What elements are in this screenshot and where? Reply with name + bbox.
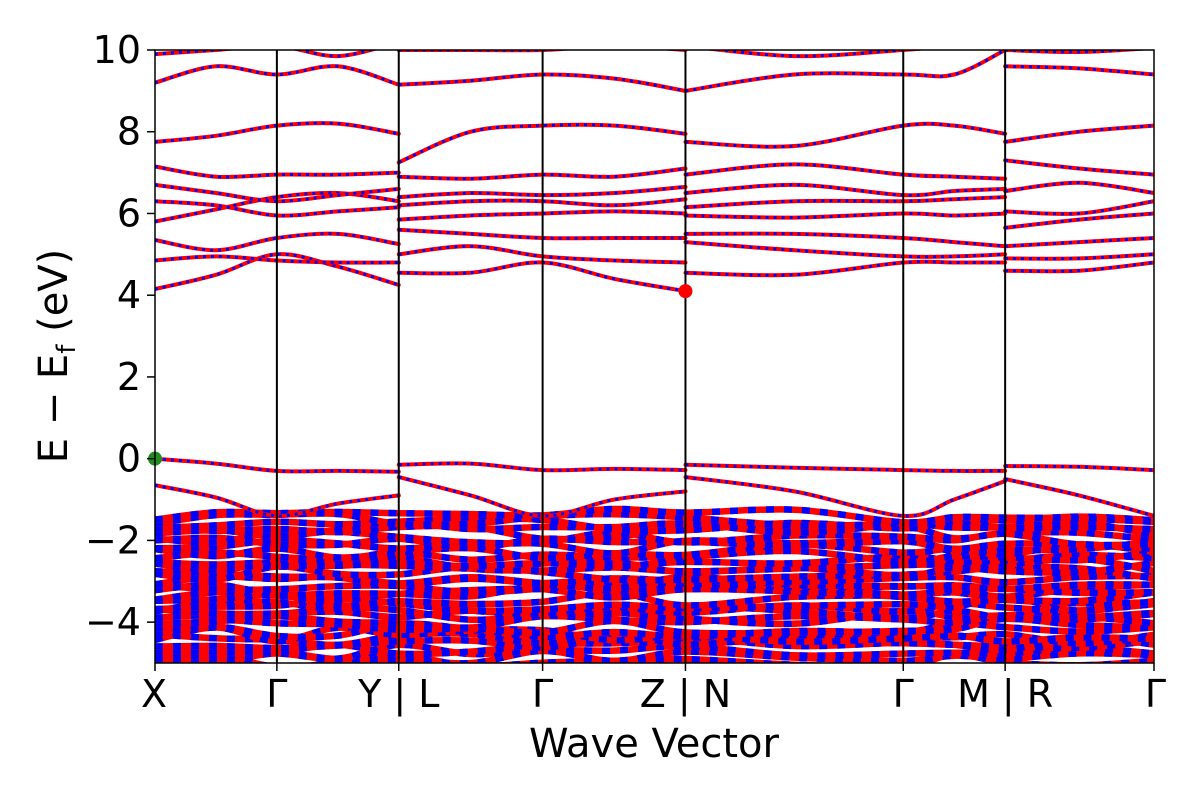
y-axis-title: E − Ef (eV) <box>31 249 82 464</box>
dense-valence-bands <box>155 505 1154 663</box>
kpoint-label: Γ <box>893 672 914 716</box>
band-line-down <box>155 183 399 203</box>
band-line-down <box>155 191 400 224</box>
band-line-down <box>685 195 1006 209</box>
y-tick-label: 4 <box>117 273 141 317</box>
y-axis-title-subscript: f <box>52 344 82 354</box>
band-line-down <box>1005 236 1154 248</box>
valence-band-down <box>155 536 1154 557</box>
y-tick-label: 0 <box>117 437 141 481</box>
y-tick-label: −2 <box>85 518 141 562</box>
y-tick-label: 10 <box>93 28 141 72</box>
band-line-down <box>685 463 1006 473</box>
y-tick-label: −4 <box>85 600 141 644</box>
valence-band-down <box>155 611 1154 631</box>
valence-band-up <box>155 534 1154 553</box>
valence-band-down <box>155 551 1154 570</box>
valence-band-down <box>155 519 1154 539</box>
kpoint-label: Z | N <box>640 672 731 717</box>
valence-band-down <box>155 547 1154 566</box>
band-line-down <box>155 232 400 252</box>
y-tick-label: 8 <box>117 110 141 154</box>
plot-frame <box>154 49 1155 664</box>
band-line-down <box>1005 261 1154 273</box>
band-line-down <box>1004 158 1154 177</box>
band-line-down <box>685 162 1006 181</box>
valence-band-down <box>155 522 1154 543</box>
valence-band-down <box>155 602 1154 624</box>
x-axis-title: Wave Vector <box>529 721 780 767</box>
band-line-down <box>155 121 400 144</box>
valence-band-up <box>155 620 1154 641</box>
band-line-down <box>1005 64 1154 76</box>
band-line-down <box>685 232 1006 248</box>
band-line-down <box>685 122 1006 149</box>
valence-band-down <box>155 515 1154 535</box>
band-line-down <box>1004 181 1154 195</box>
band-line-down <box>398 167 686 181</box>
band-line-down <box>155 50 377 58</box>
y-axis-title-main: E − E <box>31 354 77 464</box>
band-line-down <box>1004 124 1154 144</box>
y-axis-title-unit: (eV) <box>31 249 77 345</box>
band-line-down <box>398 197 686 207</box>
kpoint-label: Γ <box>1145 672 1166 716</box>
y-axis-ticks: −4 −2 0 2 4 6 8 10 <box>85 28 155 644</box>
band-line-down <box>685 240 1006 259</box>
band-line-down <box>398 185 686 199</box>
band-line-down <box>1005 464 1154 472</box>
cbm-marker <box>678 284 693 299</box>
band-line-down <box>708 50 923 58</box>
valence-band-down <box>155 641 1154 663</box>
band-line-down <box>155 252 400 291</box>
valence-band-down <box>155 585 1154 605</box>
band-line-down <box>1004 477 1154 518</box>
band-line-down <box>398 475 686 518</box>
band-line-down <box>1004 212 1154 230</box>
kpoint-label: M | R <box>957 672 1053 717</box>
band-line-down <box>1005 199 1154 216</box>
band-line-up <box>683 475 1008 518</box>
band-line-down <box>685 260 1006 277</box>
kpoint-label: Γ <box>266 672 287 716</box>
band-line-down <box>685 50 1006 93</box>
valence-band-down <box>155 593 1154 615</box>
band-line-down <box>685 183 1006 197</box>
valence-band-down <box>155 505 1154 526</box>
band-line-down <box>1005 252 1154 261</box>
band-line-down <box>398 209 686 222</box>
x-axis-ticks: X Γ Y | L Γ Z | N Γ M | R Γ <box>141 663 1166 717</box>
high-symmetry-lines <box>275 50 1007 663</box>
y-tick-label: 2 <box>117 355 141 399</box>
kpoint-label: X <box>141 672 167 716</box>
band-line-down <box>685 211 1006 220</box>
kpoint-label: Y | L <box>357 672 439 717</box>
kpoint-label: Γ <box>532 672 553 716</box>
y-tick-label: 6 <box>117 191 141 235</box>
